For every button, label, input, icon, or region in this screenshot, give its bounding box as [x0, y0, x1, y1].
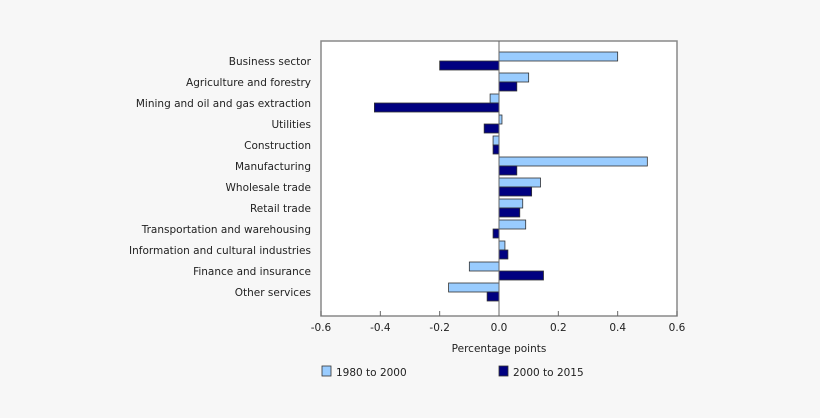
bar-2000-2015 [483, 123, 500, 134]
x-tick-label: 0.4 [609, 322, 626, 334]
bar-2000-2015 [439, 60, 500, 71]
bar-1980-2000 [468, 261, 500, 272]
x-tick-label: -0.2 [429, 322, 450, 334]
category-label: Construction [244, 140, 311, 152]
bar-1980-2000 [498, 219, 527, 230]
bar-2000-2015 [492, 144, 500, 155]
category-label: Manufacturing [235, 161, 311, 173]
bar-1980-2000 [498, 198, 524, 209]
bar-1980-2000 [498, 240, 506, 251]
bar-1980-2000 [498, 72, 530, 83]
legend-label-1980-2000: 1980 to 2000 [336, 367, 407, 379]
legend-label-2000-2015: 2000 to 2015 [513, 367, 584, 379]
x-tick-label: -0.6 [311, 322, 332, 334]
bar-1980-2000 [498, 156, 648, 167]
bar-2000-2015 [492, 228, 500, 239]
category-label: Wholesale trade [226, 182, 311, 194]
bar-2000-2015 [373, 102, 500, 113]
bar-1980-2000 [489, 93, 500, 104]
x-axis-label: Percentage points [452, 343, 547, 355]
bar-1980-2000 [498, 177, 541, 188]
category-label: Other services [235, 287, 311, 299]
bar-2000-2015 [486, 291, 500, 302]
category-label: Information and cultural industries [129, 245, 311, 257]
bar-2000-2015 [498, 165, 518, 176]
category-label: Retail trade [250, 203, 311, 215]
category-label: Transportation and warehousing [141, 224, 311, 236]
bar-1980-2000 [448, 282, 500, 293]
bar-2000-2015 [498, 207, 521, 218]
category-label: Utilities [271, 119, 311, 131]
legend-swatch-2000-2015 [498, 365, 509, 377]
bar-2000-2015 [498, 186, 533, 197]
category-label: Mining and oil and gas extraction [136, 98, 311, 110]
category-label: Business sector [229, 56, 312, 68]
legend-swatch-1980-2000 [321, 365, 332, 377]
bar-1980-2000 [492, 135, 500, 146]
bar-2000-2015 [498, 249, 509, 260]
x-tick-label: 0.2 [550, 322, 567, 334]
bar-1980-2000 [498, 51, 619, 62]
bar-2000-2015 [498, 270, 544, 281]
legend: 1980 to 2000 2000 to 2015 [321, 365, 584, 379]
category-label: Agriculture and forestry [186, 77, 311, 89]
x-tick-label: -0.4 [370, 322, 391, 334]
bar-2000-2015 [498, 81, 518, 92]
x-tick-label: 0.6 [669, 322, 686, 334]
category-label: Finance and insurance [193, 266, 311, 278]
x-tick-label: 0.0 [491, 322, 508, 334]
